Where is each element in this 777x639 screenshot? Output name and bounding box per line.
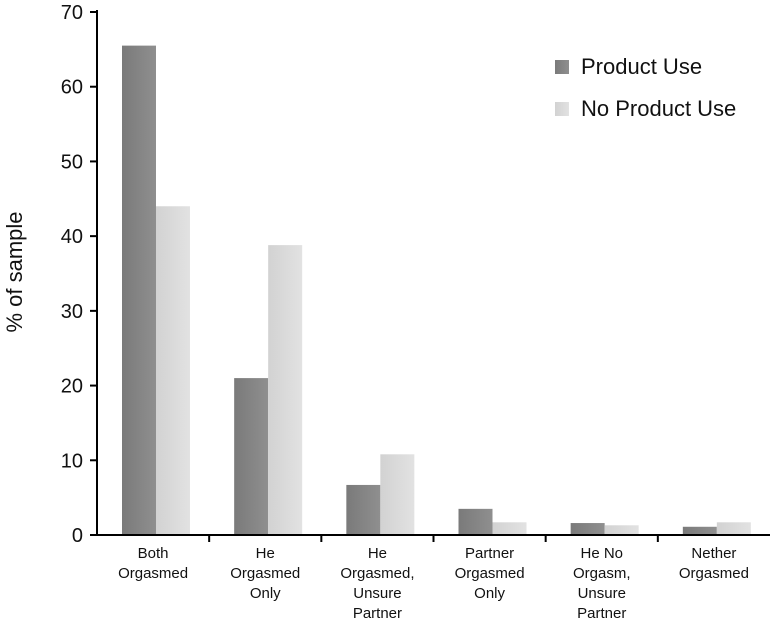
x-category-label-line: Unsure xyxy=(353,585,401,602)
x-category-label-line: Orgasmed xyxy=(455,565,525,582)
x-category-label-line: Orgasm, xyxy=(573,565,631,582)
x-category-label: He Orgasmed, Unsure Partner xyxy=(340,545,414,622)
x-category-label: Both Orgasmed xyxy=(118,545,188,582)
y-tick-label: 0 xyxy=(72,525,83,547)
bar-no-product-use xyxy=(716,522,751,535)
bar-no-product-use xyxy=(492,522,527,535)
x-category-label-line: Both xyxy=(138,545,169,562)
bar-no-product-use xyxy=(268,245,303,535)
x-category-label: He No Orgasm, Unsure Partner xyxy=(573,545,631,622)
y-tick-label: 50 xyxy=(61,151,83,173)
legend-label-no-product-use: No Product Use xyxy=(581,96,736,121)
bar-no-product-use xyxy=(380,454,415,535)
bar-no-product-use xyxy=(156,206,190,535)
x-category-label-line: Unsure xyxy=(578,585,626,602)
x-category-label: Nether Orgasmed xyxy=(679,545,749,582)
bar-product-use xyxy=(682,526,717,535)
y-axis-title: % of sample xyxy=(2,211,27,332)
bar-product-use xyxy=(346,484,381,535)
x-category-label-line: He xyxy=(368,545,387,562)
bar-product-use xyxy=(234,378,269,535)
x-category-label-line: Only xyxy=(474,585,505,602)
y-tick-label: 60 xyxy=(61,77,83,99)
bars-group xyxy=(122,45,751,535)
legend-swatch-product-use xyxy=(555,60,569,74)
legend-swatch-no-product-use xyxy=(555,102,569,116)
bar-no-product-use xyxy=(604,525,639,535)
x-labels-group: Both Orgasmed He Orgasmed Only He Orgasmed, Uns… xyxy=(118,535,749,622)
y-tick-label: 30 xyxy=(61,301,83,323)
x-category-label-line: Orgasmed xyxy=(118,565,188,582)
x-category-label-line: Partner xyxy=(353,605,402,622)
bar-product-use xyxy=(570,523,605,535)
y-tick-label: 10 xyxy=(61,450,83,472)
x-category-label-line: Only xyxy=(250,585,281,602)
x-category-label-line: Partner xyxy=(465,545,514,562)
legend-label-product-use: Product Use xyxy=(581,54,702,79)
y-ticks-group: 0 10 20 30 40 50 60 70 xyxy=(61,2,97,547)
bar-product-use xyxy=(458,508,493,535)
x-category-label-line: Orgasmed xyxy=(679,565,749,582)
x-category-label: He Orgasmed Only xyxy=(230,545,300,602)
legend: Product Use No Product Use xyxy=(555,54,736,121)
y-tick-label: 70 xyxy=(61,2,83,24)
x-category-label-line: Partner xyxy=(577,605,626,622)
x-category-label-line: Nether xyxy=(691,545,736,562)
y-tick-label: 20 xyxy=(61,376,83,398)
x-category-label-line: Orgasmed, xyxy=(340,565,414,582)
x-category-label-line: Orgasmed xyxy=(230,565,300,582)
x-category-label-line: He No xyxy=(580,545,623,562)
x-category-label: Partner Orgasmed Only xyxy=(455,545,525,602)
y-tick-label: 40 xyxy=(61,226,83,248)
x-category-label-line: He xyxy=(256,545,275,562)
bar-product-use xyxy=(122,45,156,535)
